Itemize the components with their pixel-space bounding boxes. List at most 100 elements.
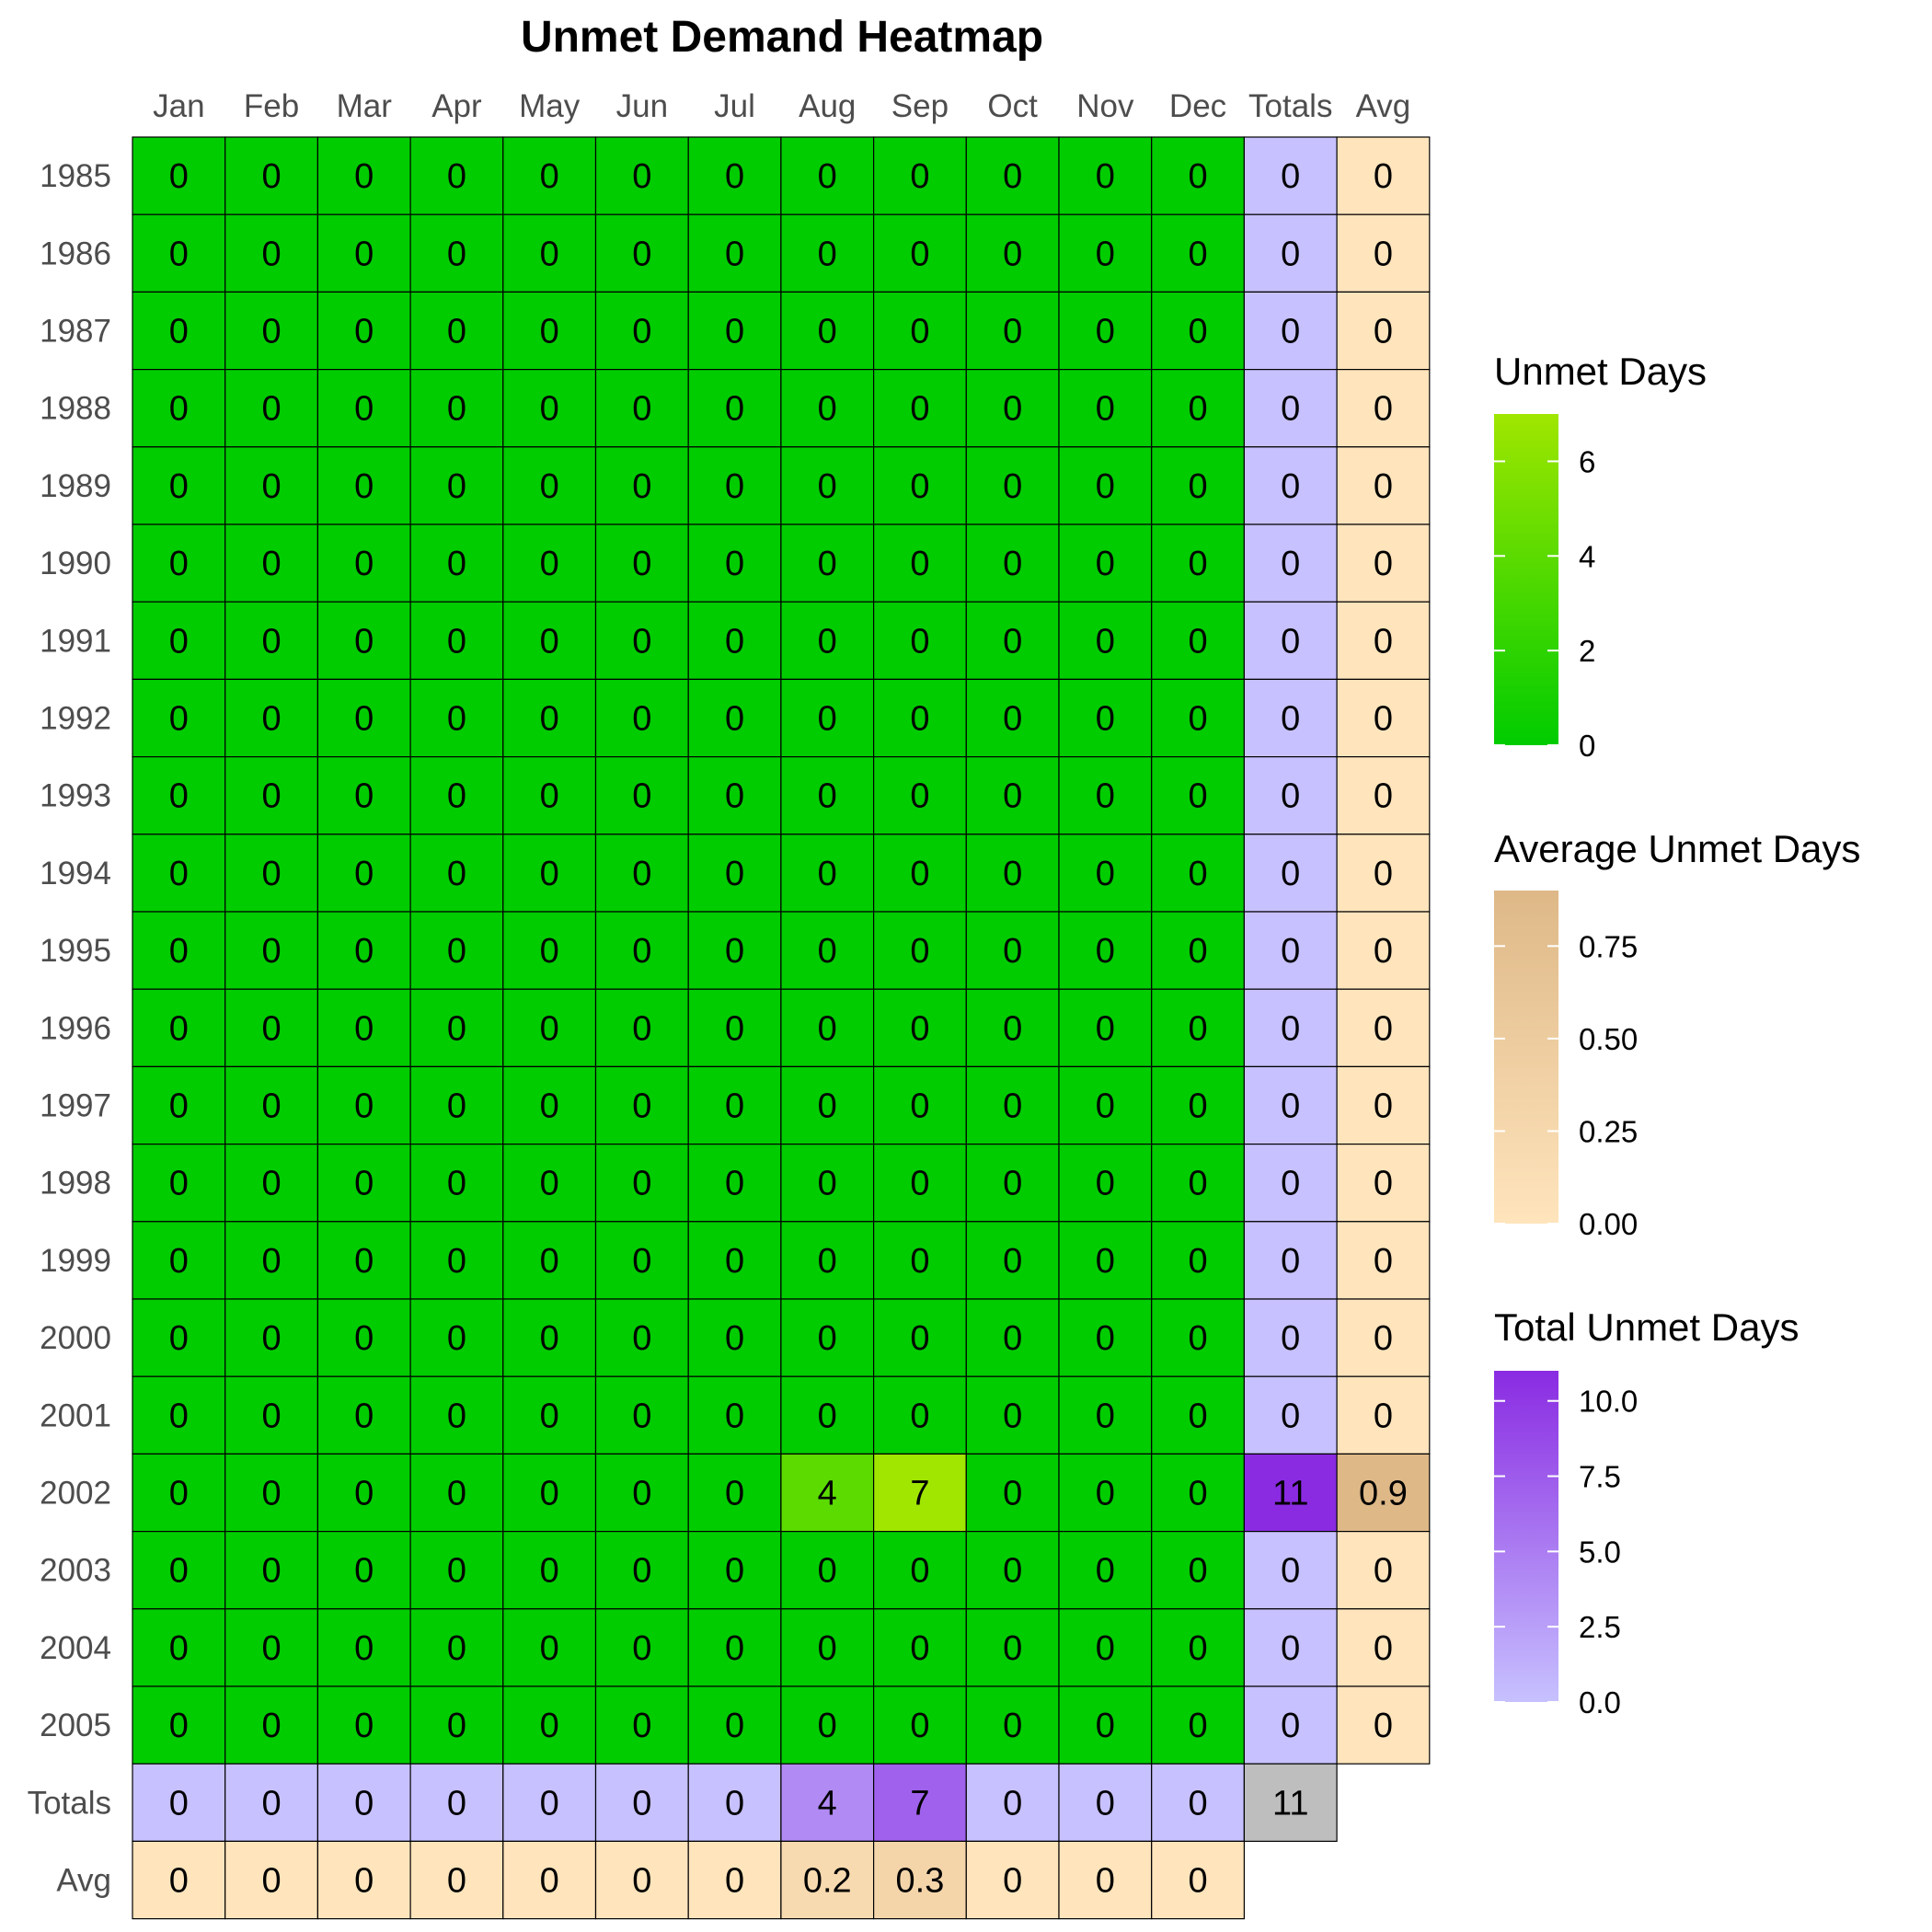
- cell-value-label: 0: [354, 1862, 374, 1901]
- cell-value-label: 0: [1281, 1552, 1300, 1591]
- heatmap-cell: [687, 1840, 782, 1920]
- cell-value-label: 0: [169, 700, 189, 739]
- cell-value-label: 0: [447, 1862, 466, 1901]
- heatmap-cell: [872, 755, 967, 835]
- cell-value-label: 0: [540, 1707, 559, 1745]
- heatmap-cell: [780, 213, 875, 293]
- cell-value-label: 0: [1281, 932, 1300, 971]
- heatmap-cell: [316, 291, 411, 371]
- heatmap-cell: [316, 1375, 411, 1455]
- heatmap-cell: [872, 911, 967, 990]
- heatmap-cell: [1336, 1685, 1431, 1765]
- cell-value-label: 0: [169, 235, 189, 273]
- cell-value-label: 0: [540, 545, 559, 583]
- column-label: Jun: [616, 88, 668, 124]
- cell-value-label: 0: [169, 1707, 189, 1745]
- heatmap-cell: [409, 988, 504, 1067]
- heatmap-cell: [409, 755, 504, 835]
- heatmap-cell: [224, 136, 318, 215]
- cell-value-label: 0: [910, 622, 929, 661]
- heatmap-cell: [1151, 1840, 1245, 1920]
- cell-value-label: 0: [818, 1319, 837, 1358]
- chart-title: Unmet Demand Heatmap: [521, 13, 1043, 62]
- heatmap-cell: [1151, 834, 1245, 913]
- heatmap-cell: [594, 678, 689, 758]
- heatmap-cell: [1058, 523, 1153, 603]
- row-label: 2002: [40, 1476, 111, 1512]
- cell-value-label: 0: [818, 1397, 837, 1435]
- cell-value-label: 0: [1003, 545, 1022, 583]
- cell-value-label: 0: [169, 313, 189, 351]
- heatmap-cell: [1243, 1375, 1338, 1455]
- heatmap-cell: [502, 678, 597, 758]
- cell-value-label: 0: [1003, 1629, 1022, 1668]
- heatmap-cell: [1058, 1840, 1153, 1920]
- cell-value-label: 0: [540, 1242, 559, 1281]
- cell-value-label: 0: [261, 1009, 281, 1048]
- cell-value-label: 0: [1281, 467, 1300, 506]
- cell-value-label: 0: [1281, 1087, 1300, 1126]
- heatmap-cell: [1243, 834, 1338, 913]
- heatmap-cell: [224, 213, 318, 293]
- cell-value-label: 0: [169, 390, 189, 429]
- cell-value-label: 0: [1188, 1397, 1207, 1435]
- heatmap-cell: [409, 1375, 504, 1455]
- cell-value-label: 0: [1281, 622, 1300, 661]
- cell-value-label: 0: [1096, 1862, 1115, 1901]
- cell-value-label: 0: [169, 467, 189, 506]
- heatmap-cell: [687, 1530, 782, 1610]
- heatmap-cell: [1058, 1763, 1153, 1842]
- cell-value-label: 0: [261, 1862, 281, 1901]
- legend-tick-label: 0.50: [1579, 1022, 1638, 1056]
- heatmap-cell: [780, 911, 875, 990]
- cell-value-label: 0: [1188, 1242, 1207, 1281]
- heatmap-cell: [1243, 755, 1338, 835]
- legend-tick-label: 0.0: [1579, 1685, 1621, 1719]
- cell-value-label: 0: [1096, 313, 1115, 351]
- row-label: 1998: [40, 1166, 111, 1202]
- heatmap-cell: [316, 755, 411, 835]
- cell-value-label: 0: [1374, 855, 1393, 893]
- cell-value-label: 0: [1188, 1475, 1207, 1513]
- heatmap-cell: [780, 446, 875, 525]
- heatmap-cell: [1243, 1530, 1338, 1610]
- heatmap-cell: [965, 601, 1060, 681]
- cell-value-label: 0: [540, 1165, 559, 1203]
- cell-value-label: 0: [261, 1629, 281, 1668]
- row-label: 1985: [40, 158, 111, 194]
- cell-value-label: 0: [818, 1009, 837, 1048]
- legend-colorbar: [1494, 414, 1558, 745]
- cell-value-label: 7: [910, 1784, 929, 1823]
- heatmap-cell: [409, 1763, 504, 1842]
- cell-value-label: 0: [261, 545, 281, 583]
- cell-value-label: 0: [1188, 1009, 1207, 1048]
- heatmap-cell: [132, 1685, 226, 1765]
- cell-value-label: 0: [261, 235, 281, 273]
- heatmap-cell: [594, 1608, 689, 1687]
- cell-value-label: 0: [725, 932, 744, 971]
- heatmap-cell: [132, 1143, 226, 1223]
- cell-value-label: 0: [1096, 622, 1115, 661]
- cell-value-label: 0: [725, 1242, 744, 1281]
- cell-value-label: 0: [1003, 777, 1022, 816]
- heatmap-cell: [872, 1065, 967, 1145]
- legend-title: Average Unmet Days: [1494, 827, 1860, 870]
- heatmap-cell: [687, 1453, 782, 1533]
- heatmap-cell: [872, 1530, 967, 1610]
- heatmap-cell: [965, 446, 1060, 525]
- heatmap-cell: [687, 213, 782, 293]
- cell-value-label: 0: [910, 235, 929, 273]
- cell-value-label: 0: [169, 1087, 189, 1126]
- cell-value-label: 0: [725, 235, 744, 273]
- cell-value-label: 0: [169, 1242, 189, 1281]
- cell-value-label: 0: [1003, 1087, 1022, 1126]
- heatmap-cell: [224, 1375, 318, 1455]
- cell-value-label: 0: [261, 1319, 281, 1358]
- cell-value-label: 0: [540, 1784, 559, 1823]
- row-label: 2004: [40, 1630, 111, 1666]
- cell-value-label: 0: [818, 157, 837, 196]
- row-label: 1990: [40, 546, 111, 581]
- cell-value-label: 0: [818, 1165, 837, 1203]
- cell-value-label: 0: [1188, 1629, 1207, 1668]
